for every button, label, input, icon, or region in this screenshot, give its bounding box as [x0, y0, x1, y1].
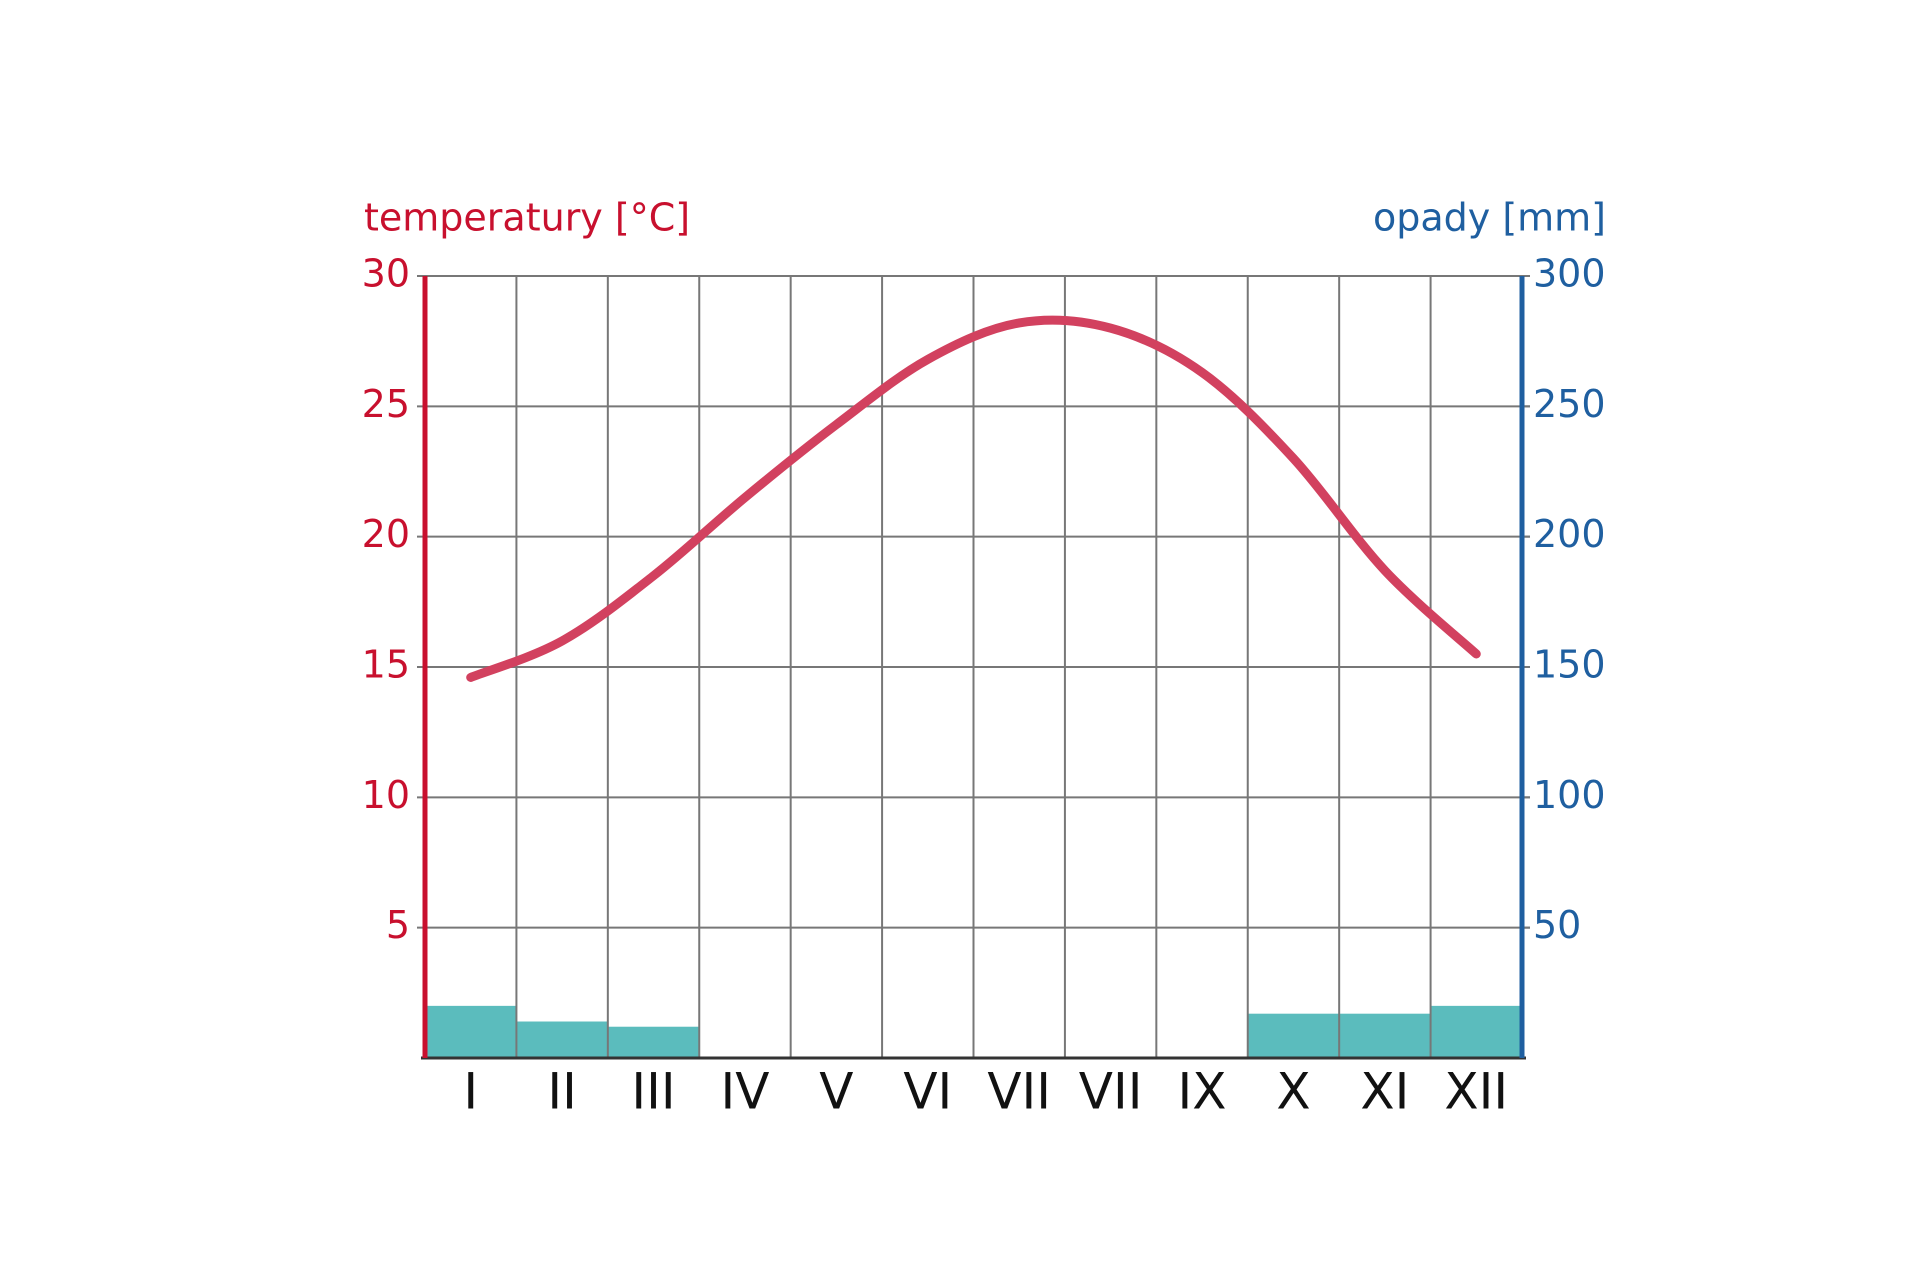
- bar: [607, 1026, 700, 1058]
- x-tick-label: V: [819, 1063, 853, 1121]
- bar: [1430, 1005, 1522, 1058]
- x-tick-label: VII: [987, 1063, 1051, 1121]
- x-tick-label: III: [631, 1063, 675, 1121]
- x-tick-label: II: [547, 1063, 577, 1121]
- x-tick-label: VII: [1079, 1063, 1143, 1121]
- x-tick-label: VI: [903, 1063, 952, 1121]
- bar: [1339, 1013, 1431, 1058]
- y2-tick-label: 300: [1533, 252, 1606, 296]
- y2-tick-label: 100: [1533, 773, 1606, 817]
- x-tick-label: IV: [720, 1063, 769, 1121]
- y-tick-label: 30: [362, 252, 410, 296]
- x-tick-label: X: [1276, 1063, 1310, 1121]
- y2-tick-label: 200: [1533, 512, 1606, 556]
- bar: [516, 1021, 608, 1058]
- x-tick-label: XI: [1360, 1063, 1409, 1121]
- y2-tick-label: 250: [1533, 382, 1606, 426]
- y-tick-label: 5: [386, 903, 410, 947]
- y-axis-title: temperatury [°C]: [364, 196, 690, 240]
- y2-axis-title: opady [mm]: [1373, 196, 1606, 240]
- y-tick-label: 25: [362, 382, 410, 426]
- y-tick-label: 10: [362, 773, 410, 817]
- bar: [1247, 1013, 1340, 1058]
- x-tick-label: IX: [1178, 1063, 1227, 1121]
- y-tick-label: 20: [362, 512, 410, 556]
- x-tick-label: I: [463, 1063, 478, 1121]
- y2-tick-label: 50: [1533, 903, 1581, 947]
- x-tick-label: XII: [1444, 1063, 1508, 1121]
- bar: [425, 1005, 517, 1058]
- temperature-line: [466, 315, 1481, 682]
- y2-tick-label: 150: [1533, 643, 1606, 687]
- y-tick-label: 15: [362, 643, 410, 687]
